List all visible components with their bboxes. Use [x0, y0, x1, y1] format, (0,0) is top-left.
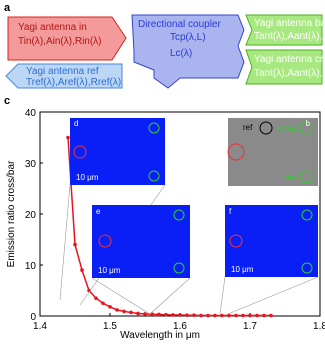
- data-point: [206, 313, 210, 318]
- x-tick-label: 1.7: [243, 321, 257, 332]
- x-tick-label: 1.4: [33, 321, 47, 332]
- plot: 1.4 1.5 1.6 1.7 1.8 0 10 20 30 40: [25, 108, 325, 332]
- x-tick-label: 1.5: [103, 321, 117, 332]
- y-tick-label: 0: [30, 312, 36, 323]
- box-title: Directional coupler: [138, 19, 221, 30]
- data-point: [248, 313, 252, 318]
- data-point: [262, 313, 266, 318]
- y-axis-label: Emission ratio cross/bar: [6, 160, 17, 267]
- inset-b: [228, 118, 318, 186]
- data-point: [171, 313, 175, 317]
- data-point: [80, 268, 84, 272]
- y-tick-label: 40: [25, 108, 37, 119]
- box-detail: Tant(λ),Aant(λ),Rant(λ): [254, 68, 325, 79]
- data-point: [227, 313, 231, 318]
- panel-label: c: [4, 95, 10, 107]
- data-point: [108, 305, 112, 309]
- box-title: Yagi antenna ref: [26, 66, 99, 77]
- box-title: Yagi antenna in: [18, 22, 87, 33]
- antenna-rings: [148, 121, 313, 274]
- data-point: [157, 312, 161, 317]
- bar-label: bar: [285, 173, 297, 182]
- x-tick-label: 1.6: [173, 321, 187, 332]
- data-point: [101, 301, 105, 306]
- data-point: [94, 296, 98, 300]
- data-point: [143, 312, 147, 316]
- data-point: [255, 313, 259, 318]
- box-coupler: [131, 14, 245, 89]
- panel-label: a: [4, 2, 11, 14]
- data-point: [192, 313, 196, 318]
- box-in: [7, 16, 127, 61]
- box-title: Yagi antenna bar: [254, 18, 325, 29]
- box-ref: [5, 63, 123, 89]
- inset-label: f: [229, 207, 232, 216]
- box-detail: Tant(λ),Aant(λ),Rant(λ): [254, 31, 325, 42]
- scale-label: 10 μm: [231, 265, 254, 274]
- data-point: [122, 309, 126, 314]
- data-point: [66, 135, 70, 140]
- data-point: [73, 242, 77, 247]
- box-cross: [245, 49, 323, 85]
- insets: d 10 μm b ref cross bar e 10 μm f 10 μm: [59, 118, 319, 315]
- data-point: [269, 313, 273, 318]
- inset-e: [92, 205, 190, 278]
- data-point: [199, 313, 203, 318]
- data-point: [241, 313, 245, 318]
- data-point: [178, 313, 182, 317]
- box-detail: Tcp(λ,L): [170, 32, 206, 43]
- data-point: [164, 312, 168, 317]
- ref-ring: [259, 121, 273, 135]
- y-tick-label: 10: [25, 261, 37, 272]
- data-point: [185, 313, 189, 318]
- y-tick-label: 30: [25, 159, 37, 170]
- box-detail: Lc(λ): [170, 48, 192, 59]
- x-tick-label: 1.8: [313, 321, 325, 332]
- box-detail: Tin(λ),Ain(λ),Rin(λ): [18, 36, 102, 47]
- data-point: [234, 313, 238, 318]
- cross-label: cross: [278, 124, 297, 133]
- inset-label: e: [96, 207, 101, 216]
- inset-label: d: [74, 119, 78, 128]
- inset-label: b: [306, 119, 311, 128]
- data-point: [213, 313, 217, 318]
- data-point: [115, 308, 119, 312]
- box-bar: [245, 14, 323, 46]
- box-title: Yagi antenna cross: [254, 54, 325, 65]
- data-point: [220, 313, 224, 318]
- y-tick-label: 20: [25, 210, 37, 221]
- data-point: [136, 311, 140, 316]
- x-axis-label: Wavelength in μm: [120, 330, 200, 341]
- box-detail: Tref(λ),Aref(λ),Rref(λ): [26, 77, 121, 88]
- source-rings: [73, 143, 245, 248]
- data-point: [129, 310, 133, 315]
- ref-label: ref: [243, 123, 253, 132]
- scale-label: 10 μm: [76, 173, 99, 182]
- scale-label: 10 μm: [98, 266, 121, 275]
